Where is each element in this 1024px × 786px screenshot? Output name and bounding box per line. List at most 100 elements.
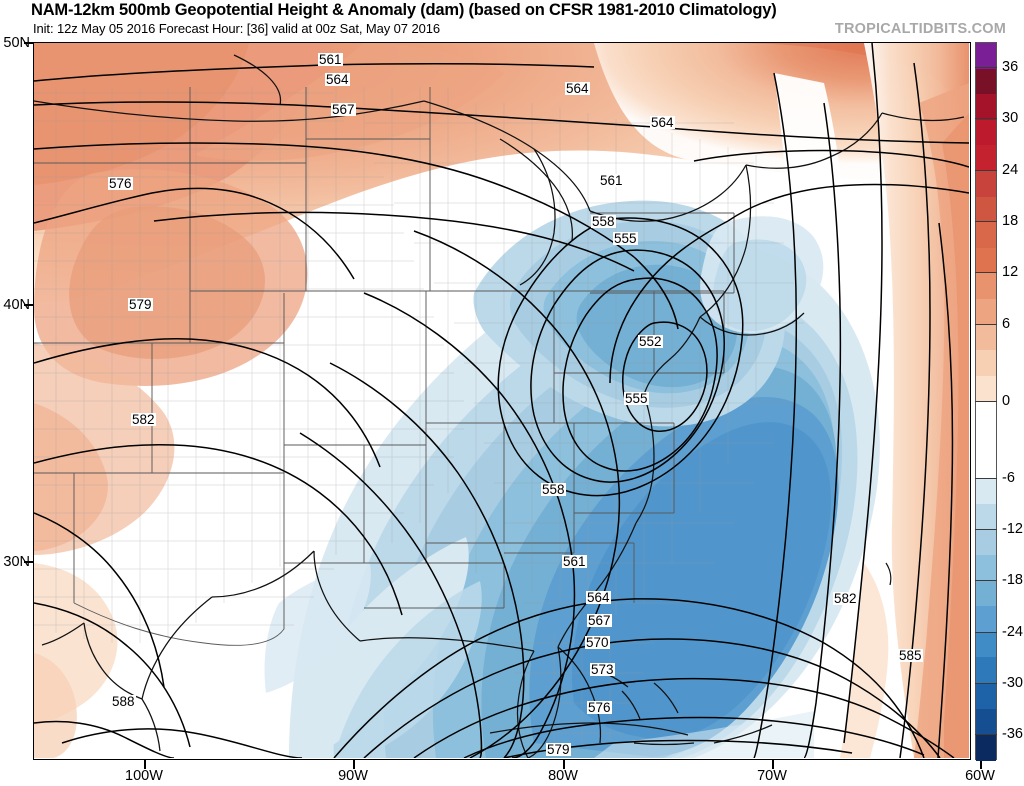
contour-label: 564 bbox=[325, 72, 350, 87]
colorbar-band bbox=[976, 452, 996, 479]
lon-tick-90w: 90W bbox=[338, 768, 368, 784]
lon-tick-80w: 80W bbox=[548, 768, 578, 784]
colorbar-band bbox=[976, 734, 996, 761]
geography-layer bbox=[34, 54, 965, 758]
colorbar-band bbox=[976, 68, 996, 95]
colorbar-label-m18: -18 bbox=[1002, 572, 1023, 588]
colorbar-label-30: 30 bbox=[1002, 110, 1019, 126]
lat-tick-50n: 50N bbox=[3, 35, 30, 51]
colorbar-band bbox=[976, 222, 996, 248]
watermark: TROPICALTIDBITS.COM bbox=[834, 21, 1006, 37]
colorbar-band bbox=[976, 427, 996, 453]
colorbar-label-18: 18 bbox=[1002, 213, 1019, 229]
contour-label: 567 bbox=[331, 102, 356, 117]
colorbar-band bbox=[976, 657, 996, 683]
contour-label: 588 bbox=[111, 694, 136, 709]
colorbar-label-24: 24 bbox=[1002, 162, 1019, 178]
lat-tick-mark bbox=[24, 561, 33, 563]
colorbar-band bbox=[976, 43, 996, 69]
lon-tick-mark bbox=[144, 760, 146, 769]
colorbar-tick bbox=[975, 221, 997, 223]
colorbar-band bbox=[976, 119, 996, 146]
contour-label: 576 bbox=[587, 700, 612, 715]
colorbar-band bbox=[976, 196, 996, 223]
colorbar-band bbox=[976, 503, 996, 530]
colorbar-band bbox=[976, 145, 996, 171]
colorbar-label-m36: -36 bbox=[1002, 726, 1023, 742]
anomaly-colorbar[interactable] bbox=[975, 42, 997, 761]
colorbar-tick bbox=[975, 170, 997, 172]
chart-header: NAM-12km 500mb Geopotential Height & Ano… bbox=[0, 0, 1024, 42]
lat-tick-30n: 30N bbox=[3, 554, 30, 570]
colorbar-tick bbox=[975, 478, 997, 480]
colorbar-band bbox=[976, 273, 996, 299]
lon-tick-60w: 60W bbox=[965, 768, 995, 784]
colorbar-band bbox=[976, 171, 996, 197]
county-lines bbox=[34, 87, 804, 747]
colorbar-tick bbox=[975, 118, 997, 120]
lon-tick-mark bbox=[353, 760, 355, 769]
colorbar-label-0: 0 bbox=[1002, 393, 1011, 409]
contour-label: 576 bbox=[108, 176, 133, 191]
page-title: NAM-12km 500mb Geopotential Height & Ano… bbox=[31, 1, 777, 19]
lat-tick-40n: 40N bbox=[3, 297, 30, 313]
colorbar-band bbox=[976, 94, 996, 120]
colorbar-band bbox=[976, 683, 996, 709]
contour-label: 561 bbox=[599, 173, 624, 188]
contour-label: 567 bbox=[587, 613, 612, 628]
colorbar-band bbox=[976, 350, 996, 376]
lat-tick-mark bbox=[24, 42, 33, 44]
colorbar-label-6: 6 bbox=[1002, 316, 1011, 332]
map-canvas bbox=[33, 42, 971, 760]
height-contour-layer bbox=[34, 43, 969, 758]
contour-label: 558 bbox=[541, 482, 566, 497]
colorbar-label-m6: -6 bbox=[1002, 470, 1015, 486]
colorbar-tick bbox=[975, 272, 997, 274]
colorbar-label-m24: -24 bbox=[1002, 624, 1023, 640]
colorbar-band bbox=[976, 529, 996, 555]
lon-tick-70w: 70W bbox=[757, 768, 787, 784]
colorbar-label-12: 12 bbox=[1002, 264, 1019, 280]
colorbar-tick bbox=[975, 67, 997, 69]
contour-label: 570 bbox=[585, 635, 610, 650]
colorbar-tick bbox=[975, 632, 997, 634]
colorbar-tick bbox=[975, 580, 997, 582]
contour-label: 561 bbox=[562, 554, 587, 569]
colorbar-tick bbox=[975, 529, 997, 531]
contour-label: 582 bbox=[833, 591, 858, 606]
colorbar-label-m30: -30 bbox=[1002, 675, 1023, 691]
colorbar-band bbox=[976, 375, 996, 402]
contour-label: 564 bbox=[565, 81, 590, 96]
coastline bbox=[34, 54, 965, 758]
lon-tick-mark bbox=[980, 760, 982, 769]
contour-label: 558 bbox=[591, 214, 616, 229]
lon-tick-mark bbox=[563, 760, 565, 769]
colorbar-band bbox=[976, 401, 996, 427]
colorbar-label-m12: -12 bbox=[1002, 521, 1023, 537]
colorbar-tick bbox=[975, 683, 997, 685]
lat-tick-mark bbox=[24, 304, 33, 306]
contour-label: 564 bbox=[650, 115, 675, 130]
contour-label: 585 bbox=[898, 648, 923, 663]
colorbar-tick bbox=[975, 401, 997, 403]
map-svg bbox=[34, 43, 969, 758]
colorbar-band bbox=[976, 299, 996, 325]
colorbar-band bbox=[976, 324, 996, 351]
colorbar-band bbox=[976, 580, 996, 607]
contour-label: 579 bbox=[128, 297, 153, 312]
run-info-subtitle: Init: 12z May 05 2016 Forecast Hour: [36… bbox=[33, 21, 440, 36]
colorbar-label-36: 36 bbox=[1002, 59, 1019, 75]
colorbar-band bbox=[976, 631, 996, 658]
colorbar-tick bbox=[975, 734, 997, 736]
colorbar-band bbox=[976, 606, 996, 632]
contour-label: 555 bbox=[613, 231, 638, 246]
colorbar-band bbox=[976, 247, 996, 274]
contour-label: 555 bbox=[624, 391, 649, 406]
colorbar-band bbox=[976, 478, 996, 504]
lon-tick-mark bbox=[772, 760, 774, 769]
colorbar-band bbox=[976, 555, 996, 581]
contour-label: 561 bbox=[318, 52, 343, 67]
colorbar-tick bbox=[975, 324, 997, 326]
state-boundaries bbox=[34, 87, 735, 646]
